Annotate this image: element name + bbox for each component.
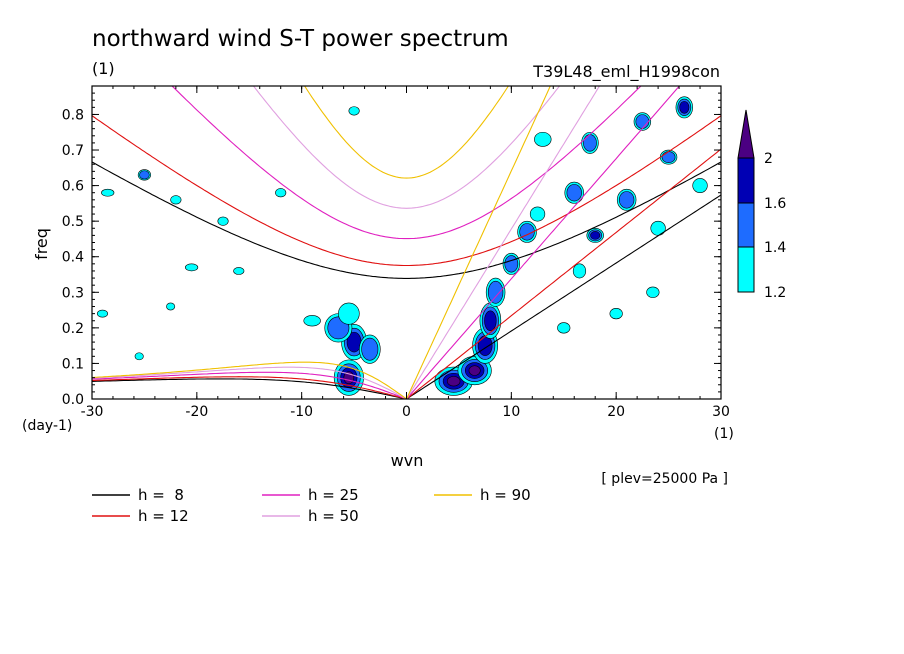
kelvin-curve-h50: [406, 86, 601, 399]
rossby-curve-h25: [92, 371, 407, 399]
kelvin-curve-h12: [406, 148, 721, 399]
power-contour-blob: [446, 376, 461, 387]
power-contour-blob: [217, 216, 229, 226]
legend: h = 8 h = 12 h = 25 h = 50 h = 90: [92, 486, 531, 525]
pressure-level-note: [ plev=25000 Pa ]: [601, 471, 728, 487]
power-contour-blob: [170, 195, 182, 205]
power-contour-blob: [134, 352, 144, 361]
inertia-gravity-curve-h90: [303, 86, 510, 179]
x-tick-label: 10: [502, 404, 520, 420]
x-tick-label: -30: [81, 404, 104, 420]
power-contour-blob: [635, 114, 650, 129]
power-contour-blob: [590, 231, 601, 240]
chart-unit-label: (1): [92, 59, 115, 78]
y-tick-label: 0.0: [62, 392, 84, 408]
inertia-gravity-curve-h8: [92, 161, 721, 279]
y-tick-label: 0.7: [62, 143, 84, 159]
colorbar-label: 1.6: [764, 196, 786, 212]
power-contour-blob: [348, 106, 360, 116]
power-contour-blob: [557, 322, 571, 334]
legend-label: h = 90: [480, 486, 531, 504]
kelvin-curve-h25: [406, 86, 681, 399]
x-tick-label: 30: [712, 404, 730, 420]
plot-frame: [91, 85, 722, 400]
colorbar-top-arrow: [737, 109, 755, 159]
dispersion-curves: [92, 86, 721, 399]
x-tick-label: 20: [607, 404, 625, 420]
x-axis-label: wvn: [391, 451, 424, 470]
experiment-label: T39L48_eml_H1998con: [532, 62, 720, 82]
rossby-curve-h12: [92, 376, 407, 399]
power-contour-blob: [609, 308, 623, 320]
power-contour-blob: [96, 309, 109, 318]
x-tick-label: -10: [290, 404, 313, 420]
power-contour-blob: [529, 206, 546, 222]
x-tick-label: -20: [185, 404, 208, 420]
y-tick-label: 0.8: [62, 107, 84, 123]
power-contour-blob: [361, 337, 379, 361]
axis-ticks: -30 -20 -10 0 10 20 30 0.0 0.1 0.2 0.3 0.4 0.5 0.6 0.7…: [62, 85, 730, 420]
legend-label: h = 8: [138, 486, 184, 504]
rossby-curve-h90: [92, 361, 407, 399]
y-tick-label: 0.4: [62, 250, 84, 266]
colorbar: 2 1.6 1.4 1.2: [737, 109, 786, 301]
y-unit-label: (day-1): [22, 418, 72, 434]
power-contour-blob: [139, 170, 150, 180]
y-tick-label: 0.1: [62, 356, 84, 372]
x-unit-label: (1): [714, 426, 734, 442]
rossby-curve-h50: [92, 366, 407, 399]
power-contours: [96, 96, 708, 396]
power-contour-blob: [692, 178, 708, 194]
power-contour-blob: [338, 302, 360, 325]
y-tick-label: 0.2: [62, 321, 84, 337]
power-contour-blob: [572, 263, 587, 279]
kelvin-curve-h8: [406, 194, 721, 399]
power-contour-blob: [661, 151, 676, 163]
colorbar-segment: [737, 157, 755, 204]
power-contour-blob: [275, 188, 287, 198]
inertia-gravity-curve-h12: [92, 115, 721, 267]
power-contour-blob: [646, 286, 660, 298]
colorbar-label: 1.4: [764, 240, 786, 256]
power-contour-blob: [233, 267, 245, 275]
colorbar-label: 2: [764, 151, 773, 167]
chart-title: northward wind S-T power spectrum: [92, 26, 509, 52]
power-contour-blob: [185, 263, 199, 272]
colorbar-label: 1.2: [764, 285, 786, 301]
power-contour-blob: [484, 310, 497, 332]
power-contour-blob: [566, 184, 582, 202]
power-contour-blob: [618, 191, 635, 209]
power-contour-blob: [534, 131, 552, 147]
power-contour-blob: [487, 280, 504, 304]
colorbar-segment: [737, 246, 755, 293]
legend-label: h = 12: [138, 507, 189, 525]
inertia-gravity-curve-h50: [252, 86, 561, 209]
x-tick-label: 0: [402, 404, 411, 420]
power-contour-blob: [650, 220, 666, 236]
colorbar-segment: [737, 202, 755, 248]
y-axis-label: freq: [32, 228, 51, 260]
power-contour-blob: [504, 255, 519, 273]
power-contour-blob: [166, 302, 176, 311]
legend-label: h = 25: [308, 486, 359, 504]
y-tick-label: 0.5: [62, 214, 84, 230]
power-contour-blob: [468, 365, 481, 376]
y-tick-label: 0.3: [62, 285, 84, 301]
rossby-curve-h8: [92, 378, 407, 399]
power-contour-blob: [101, 188, 115, 197]
y-tick-label: 0.6: [62, 179, 84, 195]
power-contour-blob: [303, 315, 321, 327]
inertia-gravity-curve-h25: [171, 86, 642, 240]
power-contour-blob: [679, 101, 690, 114]
power-contour-blob: [583, 134, 597, 152]
legend-label: h = 50: [308, 507, 359, 525]
kelvin-curve-h90: [405, 86, 551, 399]
